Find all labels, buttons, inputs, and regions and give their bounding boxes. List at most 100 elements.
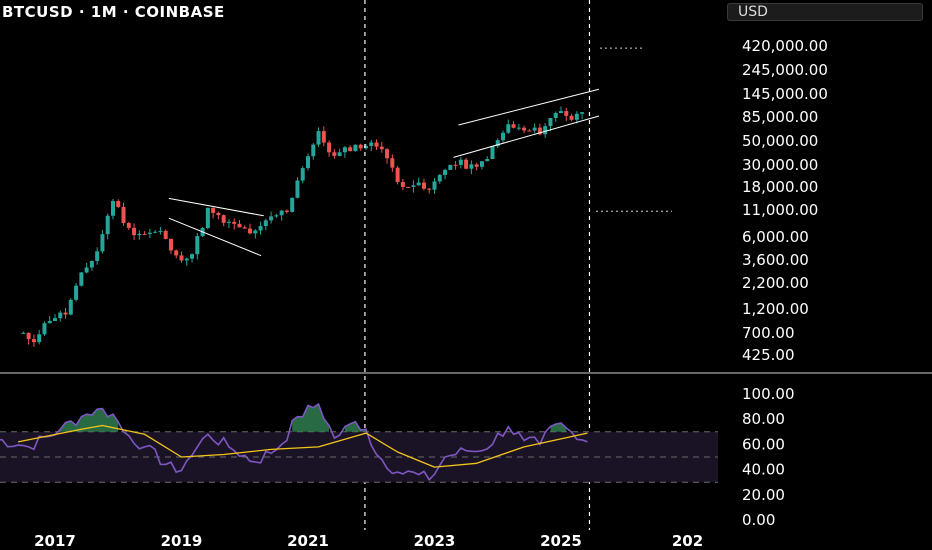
candle-body (142, 233, 147, 235)
rsi-overbought-fill (292, 404, 330, 432)
candle-body (68, 299, 73, 315)
price-axis-label: 30,000.00 (742, 156, 818, 174)
candle-body (506, 124, 511, 133)
rsi-line (0, 402, 588, 481)
chart-title: BTCUSD · 1M · COINBASE (2, 3, 225, 21)
price-axis-label: 18,000.00 (742, 178, 818, 196)
candle-body (311, 144, 316, 157)
candle-body (168, 238, 173, 251)
candle-body (116, 201, 121, 207)
candle-body (211, 207, 216, 213)
candle-body (511, 124, 516, 128)
candle-body (163, 230, 168, 239)
candle-body (537, 127, 542, 135)
candle-body (126, 222, 131, 228)
candle-body (332, 152, 337, 156)
currency-selector[interactable]: USD (727, 3, 923, 21)
candle-body (569, 115, 574, 120)
candle-body (248, 228, 253, 234)
candle-body (453, 164, 458, 166)
rsi-ma-line (17, 424, 588, 468)
rsi-axis-label: 40.00 (742, 461, 785, 479)
candle-body (532, 127, 537, 131)
candle-body (443, 169, 448, 175)
price-axis-label: 6,000.00 (742, 228, 809, 246)
candle-body (379, 146, 384, 150)
price-axis-label: 3,600.00 (742, 251, 809, 269)
candle-body (427, 188, 432, 190)
price-axis-label: 1,200.00 (742, 300, 809, 318)
candle-body (79, 272, 84, 286)
candle-body (284, 210, 289, 212)
candle-body (105, 215, 110, 235)
candle-body (559, 111, 563, 114)
candle-body (58, 312, 63, 319)
price-axis-label: 50,000.00 (742, 132, 818, 150)
candle-body (63, 312, 68, 315)
candle-body (216, 212, 221, 216)
candle-body (237, 223, 242, 228)
candle-body (485, 159, 490, 162)
candle-body (464, 159, 469, 169)
time-axis-label: 2023 (414, 532, 456, 550)
candle-body (353, 144, 358, 152)
channel-upper-line (458, 88, 600, 126)
candle-body (195, 236, 200, 255)
channel-lower-line (453, 115, 600, 158)
candle-body (226, 221, 231, 223)
rsi-axis-label: 60.00 (742, 435, 785, 453)
candle-body (448, 164, 453, 170)
candle-body (110, 201, 115, 216)
candle-body (89, 260, 94, 268)
candle-body (516, 127, 521, 129)
time-axis-label: 202 (672, 532, 703, 550)
candle-body (153, 231, 158, 233)
candle-body (490, 146, 495, 160)
candle-body (300, 168, 305, 181)
candle-body (253, 230, 258, 234)
candle-body (348, 147, 353, 152)
candle-body (263, 220, 268, 227)
candle-body (190, 254, 195, 259)
candle-body (479, 161, 484, 167)
candle-body (406, 186, 411, 188)
candle-body (242, 227, 247, 229)
candle-body (184, 258, 189, 261)
candle-body (543, 126, 548, 135)
candle-body (548, 117, 553, 127)
time-axis-label: 2019 (161, 532, 203, 550)
candle-body (369, 142, 374, 146)
price-axis-label: 2,200.00 (742, 274, 809, 292)
candle-body (437, 174, 442, 182)
candle-body (179, 255, 184, 261)
candle-body (411, 185, 416, 187)
candle-body (121, 206, 126, 223)
candle-body (290, 197, 295, 212)
candle-body (31, 339, 36, 343)
candle-body (527, 130, 532, 132)
wedge-lower-line (168, 217, 262, 257)
candle-body (522, 127, 527, 131)
candle-body (469, 164, 474, 169)
candle-body (432, 181, 437, 190)
candle-body (421, 182, 426, 189)
price-axis-label: 145,000.00 (742, 85, 828, 103)
candle-body (574, 113, 579, 120)
candle-body (258, 226, 263, 231)
price-axis-label: 85,000.00 (742, 108, 818, 126)
candle-body (37, 334, 42, 343)
candle-body (279, 210, 284, 216)
candle-body (416, 182, 421, 186)
candle-body (158, 230, 163, 232)
candle-body (84, 267, 89, 273)
candle-body (306, 156, 310, 169)
rsi-axis-label: 20.00 (742, 486, 785, 504)
candle-body (395, 167, 400, 183)
rsi-axis-label: 100.00 (742, 385, 795, 403)
candle-body (174, 250, 179, 256)
candle-body (495, 140, 500, 147)
candle-body (274, 215, 279, 217)
candle-body (26, 332, 31, 340)
price-axis-label: 700.00 (742, 324, 795, 342)
